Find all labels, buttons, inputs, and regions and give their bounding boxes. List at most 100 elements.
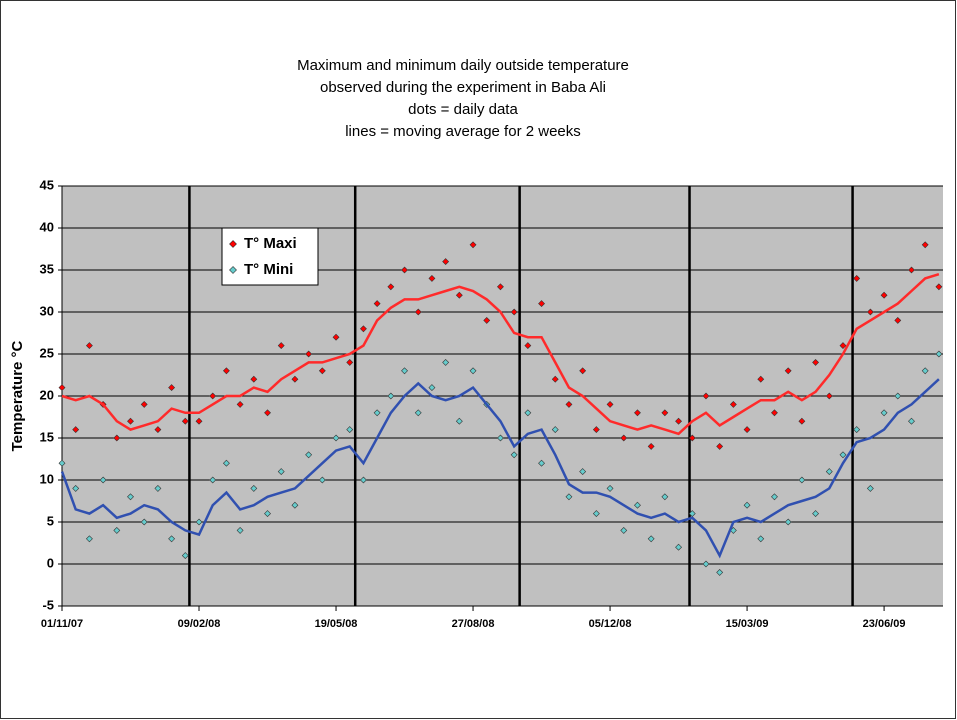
data-point [401,266,408,274]
data-point [675,417,682,425]
y-tick-label: -5 [42,597,54,612]
data-point [784,367,792,375]
data-point [127,417,134,425]
data-point [72,426,80,434]
data-point [373,300,381,308]
data-point [195,417,203,425]
data-point [524,342,532,350]
chart-title: lines = moving average for 2 weeks [345,123,581,140]
data-point [716,442,724,450]
data-point [250,484,258,492]
data-point [58,384,66,392]
data-point [428,384,436,392]
data-point [264,409,271,417]
data-point [346,426,354,434]
x-tick-label: 09/02/08 [178,618,221,630]
x-tick-label: 19/05/08 [315,618,358,630]
data-point [825,468,833,476]
data-point [866,484,874,492]
x-tick-label: 27/08/08 [452,618,495,630]
x-tick-label: 05/12/08 [589,618,632,630]
data-point [647,535,655,543]
data-point [935,283,943,291]
data-point [360,325,367,333]
data-point [661,409,669,417]
data-point [921,241,929,249]
data-point [497,283,504,291]
data-point [812,510,820,518]
data-point [798,476,806,484]
data-point [140,400,148,408]
data-point [524,409,532,417]
data-point [85,535,93,543]
average-line [61,273,940,436]
x-tick-label: 23/06/09 [863,618,906,630]
data-point [181,552,189,560]
data-point [469,367,477,375]
data-point [277,342,285,350]
data-point [209,392,217,400]
data-point [620,434,628,442]
data-point [72,484,80,492]
y-axis-label: Temperature °C [9,340,26,451]
data-point [414,308,422,316]
data-point [579,367,587,375]
data-point [113,526,121,534]
data-point [771,409,778,417]
data-point [661,493,669,501]
data-point [154,484,162,492]
data-point [387,392,395,400]
y-tick-label: 0 [47,555,54,570]
data-point [839,342,847,350]
data-point [497,434,504,442]
data-point [702,392,710,400]
data-point [551,375,559,383]
data-point [154,426,162,434]
y-tick-label: 15 [40,429,54,444]
data-point [195,518,203,526]
data-point [236,526,244,534]
data-point [579,468,587,476]
data-point [428,274,436,282]
data-point [634,409,641,417]
data-point [538,459,545,467]
chart-title: dots = daily data [408,101,518,118]
data-point [825,392,833,400]
data-point [305,451,313,459]
data-point [346,358,354,366]
data-point [921,367,929,375]
data-point [538,300,545,308]
data-point [592,426,600,434]
data-point [291,501,299,509]
data-point [455,291,463,299]
data-point [853,274,861,282]
data-point [565,400,573,408]
data-point [551,426,559,434]
data-point [140,518,148,526]
data-point [127,493,134,501]
data-point [401,367,408,375]
data-point [58,459,66,467]
data-point [291,375,299,383]
data-point [332,333,340,341]
data-point [784,518,792,526]
data-point [455,417,463,425]
y-tick-label: 5 [47,513,54,528]
data-point [318,476,326,484]
chart-title: observed during the experiment in Baba A… [320,79,606,96]
data-point [387,283,395,291]
chart-title: Maximum and minimum daily outside temper… [297,57,629,74]
data-point [866,308,874,316]
data-point [606,400,614,408]
y-tick-label: 25 [40,345,54,360]
data-point [634,501,641,509]
data-point [894,316,902,324]
data-point [606,484,614,492]
data-point [729,400,737,408]
data-point [675,543,682,551]
data-point [880,409,888,417]
x-tick-label: 15/03/09 [726,618,769,630]
data-point [620,526,628,534]
data-point [716,568,724,576]
